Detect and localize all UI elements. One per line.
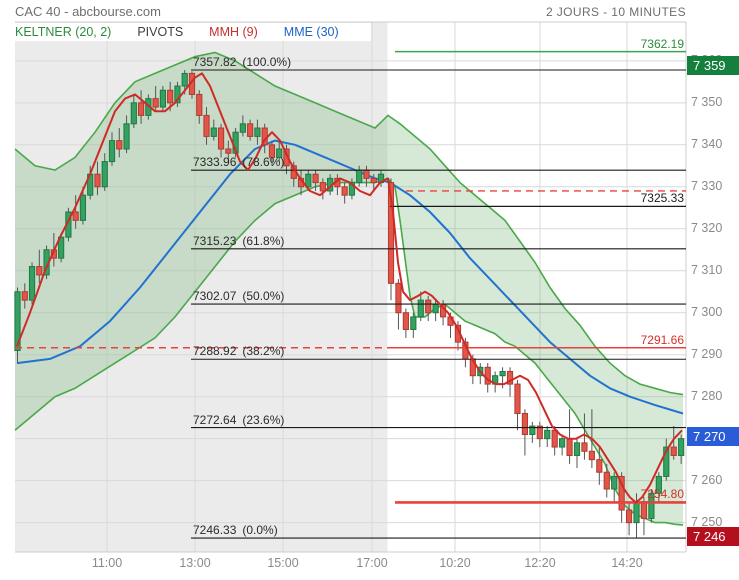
x-axis-label: 10:20 <box>439 556 471 570</box>
fib-level-label: 7272.64 (23.6%) <box>193 412 285 427</box>
indicator-legend: KELTNER (20, 2) PIVOTS MMH (9) MME (30) <box>15 23 371 41</box>
level-price-label: 7325.33 <box>640 191 684 206</box>
last-price-badge: 7 246 <box>687 527 739 547</box>
fib-level-label: 7288.92 (38.2%) <box>193 344 285 359</box>
last-price-badge: 7 359 <box>687 55 739 75</box>
y-axis-label: 7 260 <box>691 472 723 487</box>
candles-day2 <box>387 178 685 538</box>
x-axis-label: 14:20 <box>611 556 643 570</box>
y-axis-label: 7 310 <box>691 262 723 277</box>
fib-level-label: 7333.96 (78.6%) <box>193 155 285 170</box>
level-price-label: 7291.66 <box>640 332 684 347</box>
x-axis-label: 15:00 <box>267 556 299 570</box>
x-axis-label: 12:20 <box>524 556 556 570</box>
y-axis-label: 7 250 <box>691 514 723 529</box>
x-axis-label: 11:00 <box>91 556 123 570</box>
fib-level-label: 7246.33 (0.0%) <box>193 523 278 538</box>
y-axis-label: 7 290 <box>691 346 723 361</box>
mmh-line <box>16 72 683 504</box>
x-axis-label: 17:00 <box>356 556 388 570</box>
legend-pivots: PIVOTS <box>137 25 184 39</box>
y-axis-label: 7 320 <box>691 220 723 235</box>
fib-level-label: 7357.82 (100.0%) <box>193 55 292 69</box>
level-price-label: 7254.80 <box>640 487 684 502</box>
legend-keltner: KELTNER (20, 2) <box>15 25 112 39</box>
legend-mmh: MMH (9) <box>209 25 258 39</box>
y-axis-label: 7 340 <box>691 136 723 151</box>
fib-level-label: 7302.07 (50.0%) <box>193 289 285 304</box>
fib-level-label: 7315.23 (61.8%) <box>193 233 285 248</box>
y-axis-label: 7 300 <box>691 304 723 319</box>
timeframe-label: 2 JOURS - 10 MINUTES <box>545 5 686 19</box>
y-axis-label: 7 350 <box>691 94 723 109</box>
level-price-label: 7362.19 <box>640 36 684 51</box>
last-price-badge: 7 270 <box>687 426 739 446</box>
instrument-title: CAC 40 - abcbourse.com <box>15 4 161 19</box>
legend-mme: MME (30) <box>283 25 339 39</box>
x-axis-label: 13:00 <box>179 556 211 570</box>
y-axis-label: 7 280 <box>691 388 723 403</box>
y-axis-label: 7 330 <box>691 178 723 193</box>
